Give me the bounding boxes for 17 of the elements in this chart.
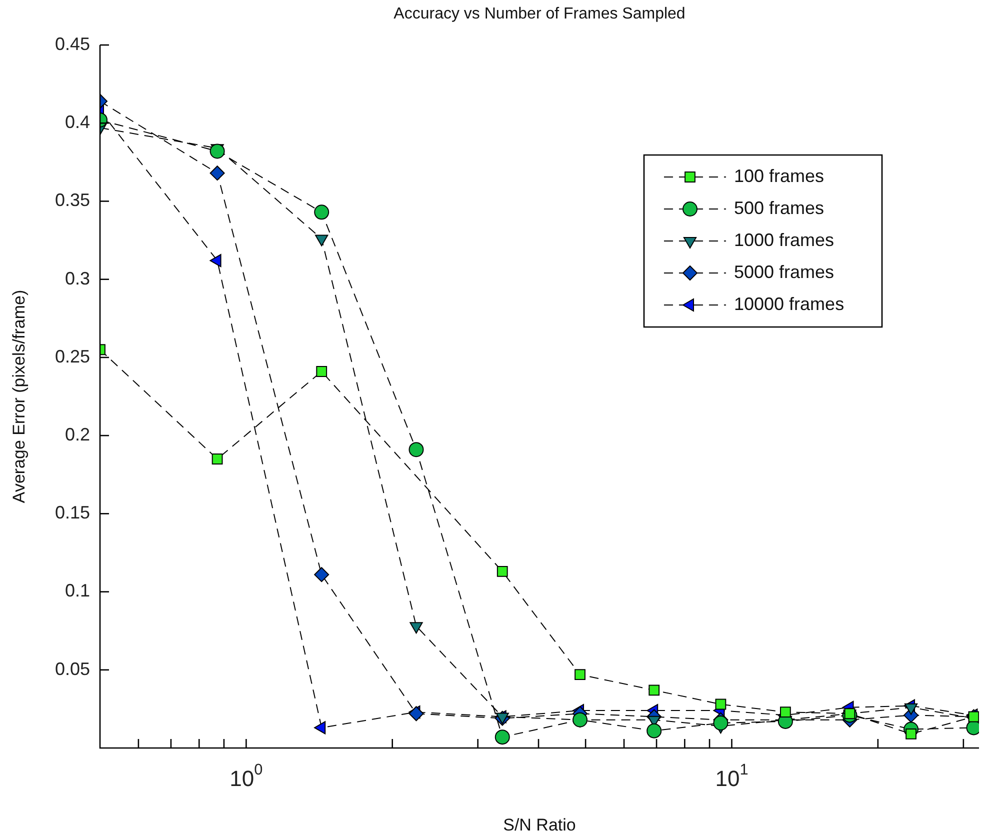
y-tick-label: 0.25 <box>54 346 90 366</box>
y-tick-label: 0.05 <box>54 658 90 679</box>
y-tick-label: 0.35 <box>54 190 90 210</box>
legend-label: 5000 frames <box>734 262 834 282</box>
y-axis-title: Average Error (pixels/frame) <box>10 290 29 504</box>
y-tick-label: 0.4 <box>64 112 90 132</box>
y-tick-label: 0.1 <box>64 580 90 601</box>
chart-title: Accuracy vs Number of Frames Sampled <box>394 5 686 22</box>
y-tick-label: 0.15 <box>54 502 90 523</box>
legend-label: 10000 frames <box>734 294 844 314</box>
y-tick-label: 0.3 <box>64 268 90 288</box>
legend-label: 100 frames <box>734 166 824 186</box>
y-tick-label: 0.45 <box>54 34 90 54</box>
legend-label: 500 frames <box>734 198 824 218</box>
x-axis-title: S/N Ratio <box>503 816 576 835</box>
legend-label: 1000 frames <box>734 230 834 250</box>
y-tick-label: 0.2 <box>64 424 90 445</box>
